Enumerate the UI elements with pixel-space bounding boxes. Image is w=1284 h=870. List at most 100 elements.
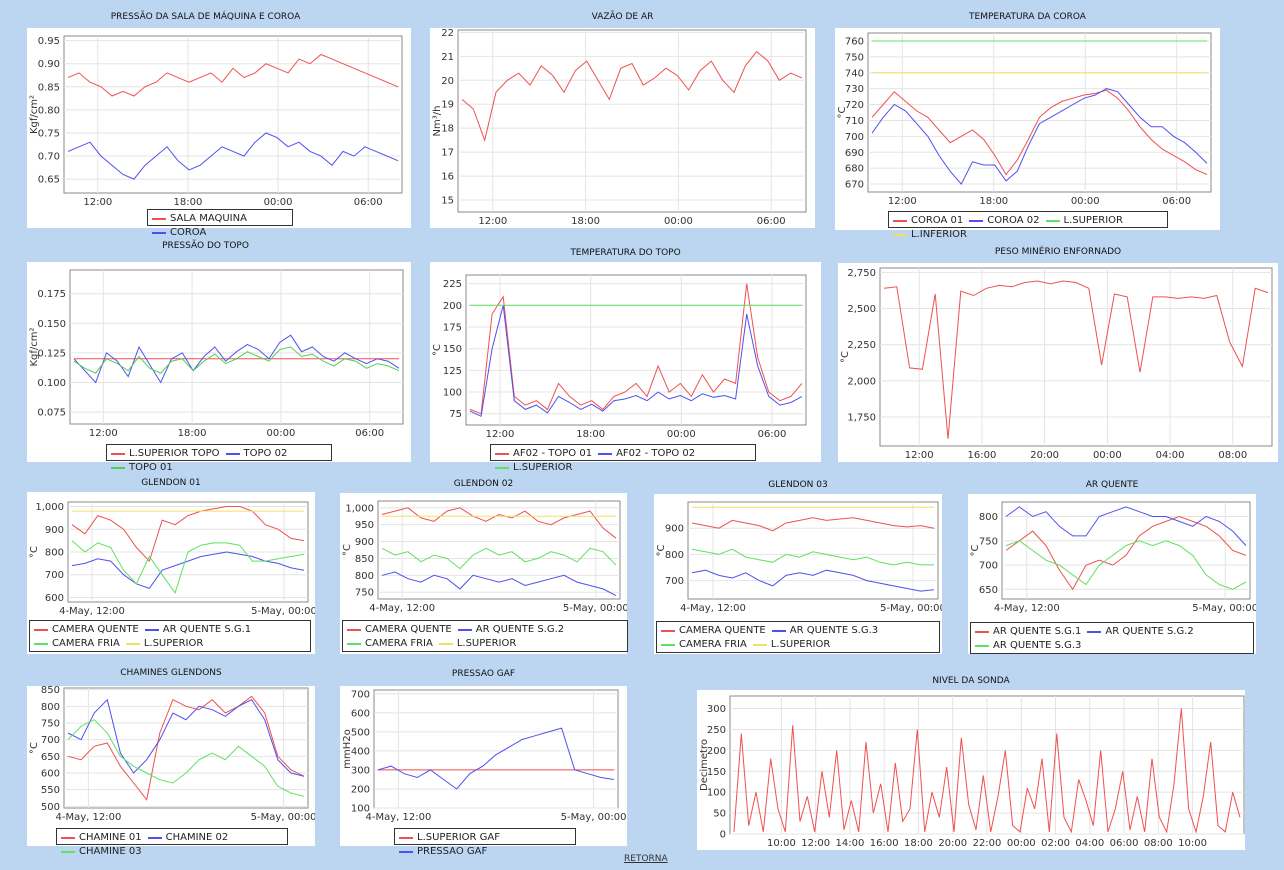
- legend-label: COROA 02: [987, 215, 1040, 226]
- legend-swatch: [347, 643, 361, 645]
- x-tick-label: 10:00: [1178, 838, 1207, 849]
- y-tick-label: 710: [845, 116, 864, 127]
- y-tick-label: 750: [355, 588, 374, 599]
- x-tick-label: 00:00: [264, 197, 293, 208]
- legend-label: TOPO 01: [129, 462, 173, 473]
- chart-svg: 0 50 100 150 200 250 300 10:00 12:00 14:00 16:00 18…: [699, 695, 1245, 849]
- y-tick-label: 250: [707, 725, 726, 736]
- legend-item: CAMERA FRIA: [34, 637, 120, 651]
- y-tick-label: 700: [41, 735, 60, 746]
- legend-item: COROA 01: [893, 214, 963, 228]
- chart-svg: 650 700 750 800 4-May, 12:00 5-May, 00:00 °C: [970, 501, 1256, 614]
- x-tick-label: 06:00: [1162, 196, 1191, 207]
- chart-svg: 100 200 300 400 500 600 700 4-May, 12:00 5-May, …: [342, 689, 627, 823]
- x-tick-label: 5-May, 00:00: [251, 606, 315, 617]
- x-tick-label: 00:00: [664, 216, 693, 227]
- legend-swatch: [975, 631, 989, 633]
- chart-temp-topo: 75 100 125 150 175 200 225 12:00 18:00 00:00 06:00…: [430, 262, 821, 473]
- legend-swatch: [495, 453, 509, 455]
- legend-label: TOPO 02: [243, 448, 288, 459]
- y-axis-label: Decimetro: [699, 739, 710, 791]
- chart-title: GLENDON 02: [453, 479, 514, 489]
- legend-label: AR QUENTE S.G.2: [475, 624, 565, 635]
- legend-swatch: [34, 643, 48, 645]
- y-axis-label: °C: [29, 742, 40, 754]
- legend-item: PRESSAO GAF: [399, 845, 487, 859]
- series-line: [1005, 540, 1247, 590]
- y-tick-label: 730: [845, 84, 864, 95]
- chart-pressao-sala: 0.65 0.70 0.75 0.80 0.85 0.90 0.95 12:00 18:00 00…: [27, 28, 411, 238]
- x-tick-label: 16:00: [968, 450, 997, 461]
- x-tick-label: 4-May, 12:00: [55, 812, 121, 823]
- y-tick-label: 600: [351, 708, 370, 719]
- y-axis-label: mmH2o: [342, 729, 353, 768]
- legend-swatch: [34, 629, 48, 631]
- y-tick-label: 2,750: [847, 268, 876, 279]
- chart-title: TEMPERATURA DO TOPO: [570, 248, 681, 258]
- y-tick-label: 900: [665, 524, 684, 535]
- chart-svg: 1,750 2,000 2,250 2,500 2,750 12:00 16:00 20:00…: [840, 267, 1273, 461]
- y-tick-label: 400: [351, 746, 370, 757]
- series-line: [469, 305, 803, 418]
- x-tick-label: 04:00: [1075, 838, 1104, 849]
- y-tick-label: 0: [720, 830, 726, 841]
- legend-item: L.SUPERIOR TOPO: [111, 447, 220, 461]
- chart-title: GLENDON 03: [768, 480, 828, 490]
- series-line: [67, 132, 399, 180]
- legend-swatch: [495, 467, 509, 469]
- series-line: [73, 334, 400, 384]
- series-line: [73, 346, 400, 374]
- y-tick-label: 0.90: [38, 59, 60, 70]
- y-tick-label: 680: [845, 164, 864, 175]
- y-tick-label: 500: [351, 727, 370, 738]
- y-tick-label: 1,000: [345, 503, 374, 514]
- y-tick-label: 750: [845, 52, 864, 63]
- x-tick-label: 18:00: [904, 838, 933, 849]
- legend-swatch: [969, 220, 984, 222]
- plot-area: [457, 29, 807, 213]
- y-tick-label: 600: [41, 769, 60, 780]
- legend-item: CAMERA QUENTE: [34, 623, 139, 637]
- series-line: [67, 53, 399, 97]
- x-tick-label: 12:00: [801, 838, 830, 849]
- legend-swatch: [893, 220, 907, 222]
- y-tick-label: 200: [707, 746, 726, 757]
- y-tick-label: 300: [707, 704, 726, 715]
- x-tick-label: 02:00: [1041, 838, 1070, 849]
- legend-swatch: [771, 630, 786, 632]
- legend-swatch: [61, 851, 75, 853]
- y-tick-label: 1,750: [847, 413, 876, 424]
- legend-swatch: [598, 453, 613, 455]
- chart-chamines: 500 550 600 650 700 750 800 850 4-May, 12:00 5-Ma…: [27, 686, 315, 857]
- chart-title: NIVEL DA SONDA: [932, 676, 1010, 686]
- series-line: [691, 548, 934, 566]
- legend-item: COROA 02: [969, 214, 1040, 228]
- legend-label: AR QUENTE S.G.3: [993, 640, 1082, 651]
- y-tick-label: 850: [355, 554, 374, 565]
- legend-label: AR QUENTE S.G.1: [993, 626, 1082, 637]
- x-tick-label: 00:00: [266, 428, 295, 439]
- y-axis-label: °C: [29, 546, 40, 558]
- legend-item: CAMERA FRIA: [661, 638, 747, 652]
- retorna-link[interactable]: RETORNA: [624, 854, 668, 864]
- chart-title: AR QUENTE: [1085, 480, 1139, 490]
- legend-swatch: [152, 232, 166, 234]
- legend-item: L.SUPERIOR: [125, 637, 203, 651]
- y-tick-label: 75: [449, 409, 462, 420]
- x-tick-label: 5-May, 00:00: [251, 812, 315, 823]
- legend-item: TOPO 02: [225, 447, 288, 461]
- chart-svg: 75 100 125 150 175 200 225 12:00 18:00 00:00 06:00…: [432, 274, 807, 440]
- legend-item: CHAMINE 03: [61, 845, 142, 859]
- plot-area: [867, 32, 1212, 193]
- legend-swatch: [347, 629, 361, 631]
- legend-item: AR QUENTE S.G.3: [771, 624, 878, 638]
- y-tick-label: 0.125: [37, 348, 66, 359]
- y-tick-label: 22: [441, 28, 454, 39]
- chart-svg: 750 800 850 900 950 1,000 4-May, 12:00 5-May, 0…: [342, 500, 627, 614]
- chart-legend: SALA MAQUINA COROA: [147, 209, 293, 238]
- series-line: [381, 507, 617, 539]
- series-line: [871, 88, 1208, 185]
- y-tick-label: 740: [845, 68, 864, 79]
- series-line: [381, 547, 617, 570]
- y-axis-label: °C: [656, 544, 667, 556]
